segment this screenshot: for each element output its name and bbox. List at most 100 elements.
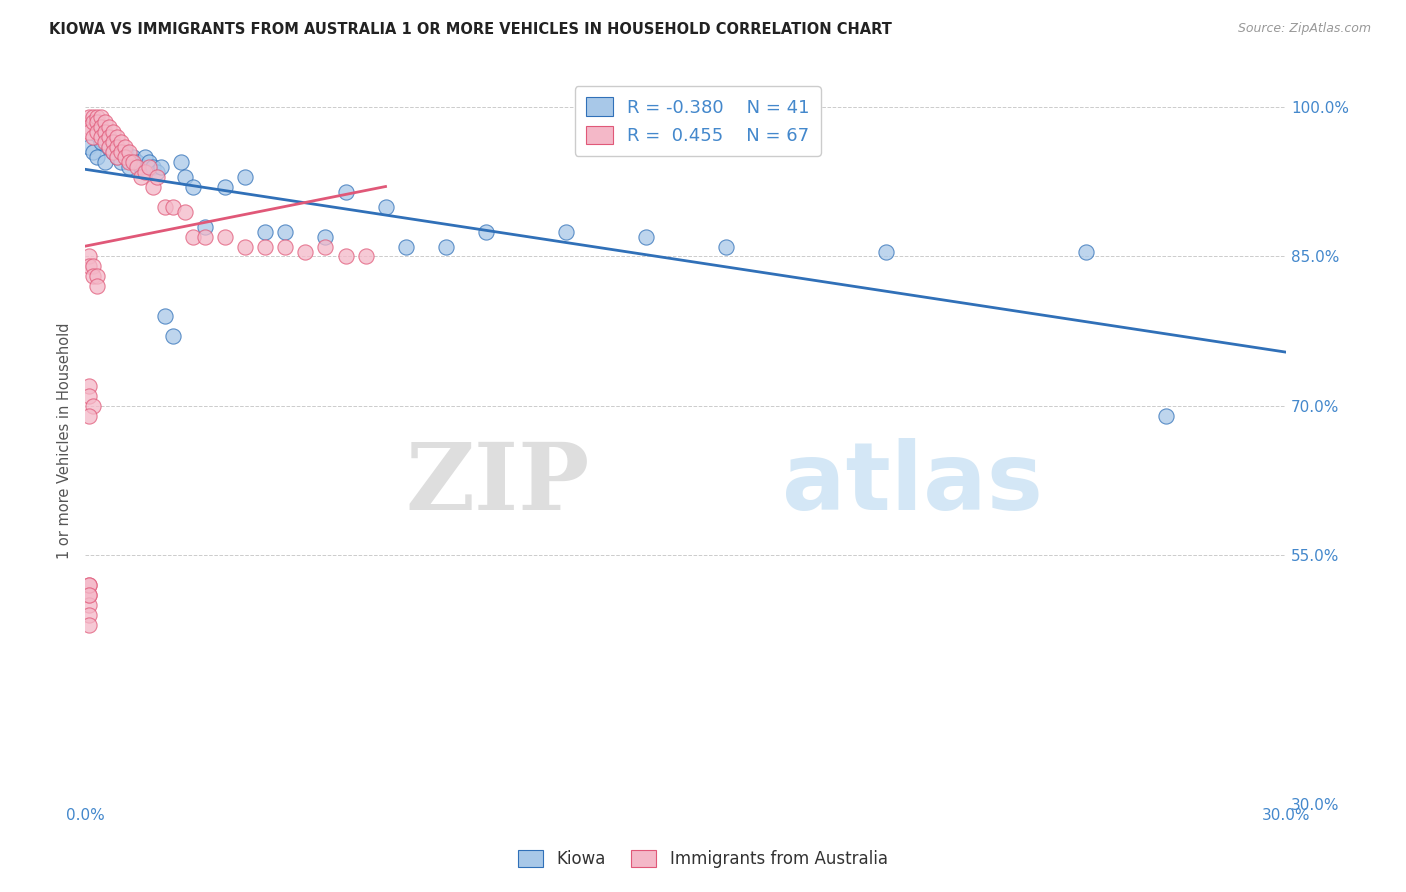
Point [114, 145, 136, 159]
Point [714, 239, 737, 253]
Point [79, 389, 101, 403]
Point [235, 239, 257, 253]
Point [127, 155, 149, 169]
Point [79, 607, 101, 622]
Point [105, 150, 128, 164]
Point [94, 115, 117, 129]
Point [183, 179, 205, 194]
Point [131, 169, 153, 184]
Point [134, 165, 156, 179]
Point [174, 204, 197, 219]
Point [235, 169, 257, 184]
Point [103, 145, 125, 159]
Point [335, 185, 357, 199]
Point [86, 110, 108, 124]
Point [875, 244, 897, 259]
Point [90, 110, 112, 124]
Point [103, 135, 125, 149]
Point [118, 160, 141, 174]
Point [315, 239, 337, 253]
Point [214, 229, 236, 244]
Point [374, 200, 396, 214]
Text: atlas: atlas [782, 438, 1043, 530]
Point [90, 135, 112, 149]
Point [82, 399, 104, 413]
Y-axis label: 1 or more Vehicles in Household: 1 or more Vehicles in Household [58, 322, 72, 558]
Point [394, 239, 416, 253]
Point [103, 125, 125, 139]
Point [170, 155, 193, 169]
Point [146, 165, 169, 179]
Point [118, 145, 141, 159]
Point [1074, 244, 1097, 259]
Point [105, 150, 128, 164]
Point [110, 135, 132, 149]
Point [315, 229, 337, 244]
Point [79, 617, 101, 632]
Point [79, 125, 101, 139]
Point [86, 150, 108, 164]
Point [127, 160, 149, 174]
Point [634, 229, 657, 244]
Point [131, 160, 153, 174]
Point [142, 179, 165, 194]
Point [82, 130, 104, 145]
Point [79, 588, 101, 602]
Point [474, 225, 496, 239]
Point [155, 309, 177, 323]
Point [79, 588, 101, 602]
Point [79, 578, 101, 592]
Point [90, 130, 112, 145]
Point [110, 155, 132, 169]
Point [122, 155, 145, 169]
Point [134, 150, 156, 164]
Point [214, 179, 236, 194]
Point [79, 120, 101, 135]
Text: ZIP: ZIP [405, 439, 589, 529]
Point [79, 578, 101, 592]
Point [114, 150, 136, 164]
Legend: Kiowa, Immigrants from Australia: Kiowa, Immigrants from Australia [512, 843, 894, 875]
Point [105, 130, 128, 145]
Point [105, 140, 128, 154]
Point [90, 120, 112, 135]
Point [79, 409, 101, 423]
Point [82, 260, 104, 274]
Point [138, 155, 160, 169]
Text: Source: ZipAtlas.com: Source: ZipAtlas.com [1237, 22, 1371, 36]
Point [98, 120, 121, 135]
Point [98, 140, 121, 154]
Point [274, 225, 297, 239]
Legend: R = -0.380    N = 41, R =  0.455    N = 67: R = -0.380 N = 41, R = 0.455 N = 67 [575, 87, 821, 156]
Point [146, 169, 169, 184]
Point [98, 130, 121, 145]
Point [118, 155, 141, 169]
Point [82, 269, 104, 284]
Point [162, 200, 184, 214]
Point [194, 229, 217, 244]
Point [354, 250, 377, 264]
Point [79, 140, 101, 154]
Point [194, 219, 217, 234]
Point [86, 269, 108, 284]
Point [174, 169, 197, 184]
Point [1154, 409, 1177, 423]
Point [434, 239, 457, 253]
Point [114, 140, 136, 154]
Point [86, 279, 108, 293]
Point [82, 115, 104, 129]
Point [254, 225, 277, 239]
Point [155, 200, 177, 214]
Point [162, 329, 184, 343]
Point [82, 145, 104, 159]
Point [79, 250, 101, 264]
Point [94, 135, 117, 149]
Point [254, 239, 277, 253]
Point [122, 150, 145, 164]
Point [86, 125, 108, 139]
Point [82, 110, 104, 124]
Point [79, 598, 101, 612]
Point [183, 229, 205, 244]
Point [150, 160, 173, 174]
Point [79, 379, 101, 393]
